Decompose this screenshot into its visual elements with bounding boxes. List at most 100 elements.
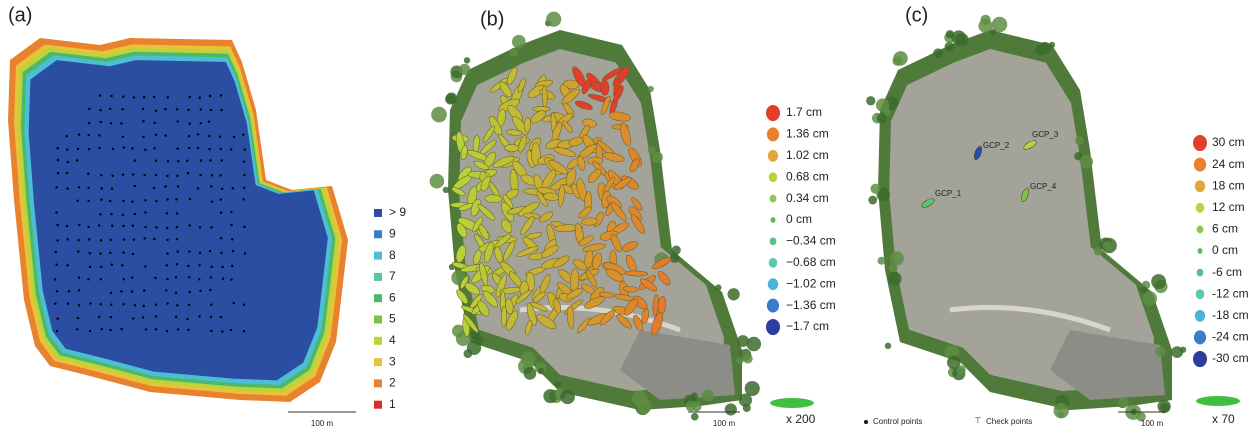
legend-swatch <box>374 316 382 324</box>
image-point <box>110 292 112 294</box>
legend-marker <box>1194 330 1206 344</box>
legend-label: −0.68 cm <box>786 255 836 269</box>
legend-label: 30 cm <box>1212 135 1245 149</box>
image-point <box>56 239 58 241</box>
image-point <box>221 188 223 190</box>
tree <box>1054 403 1069 418</box>
image-point <box>166 278 168 280</box>
image-point <box>176 212 178 214</box>
legend-label: 1.7 cm <box>786 105 822 119</box>
legend-label: 0 cm <box>1212 243 1238 257</box>
image-point <box>176 147 178 149</box>
image-point <box>109 200 111 202</box>
tree <box>691 413 699 421</box>
image-point <box>210 185 212 187</box>
image-point <box>89 252 91 254</box>
image-point <box>56 224 58 226</box>
legend-marker <box>766 105 780 121</box>
image-point <box>220 174 222 176</box>
image-point <box>87 226 89 228</box>
image-point <box>175 316 177 318</box>
legend-label: 0.68 cm <box>786 169 829 183</box>
image-point <box>220 94 222 96</box>
image-point <box>142 316 144 318</box>
image-point <box>100 266 102 268</box>
image-point <box>110 213 112 215</box>
tree <box>992 17 1007 32</box>
legend-label: 6 <box>389 290 396 304</box>
image-point <box>122 174 124 176</box>
image-point <box>142 120 144 122</box>
image-point <box>221 330 223 332</box>
image-point <box>77 239 79 241</box>
image-point <box>143 289 145 291</box>
image-point <box>164 134 166 136</box>
image-point <box>177 160 179 162</box>
image-point <box>176 108 178 110</box>
image-point <box>131 201 133 203</box>
image-point <box>230 329 232 331</box>
image-point <box>87 200 89 202</box>
image-point <box>210 276 212 278</box>
tree <box>736 357 744 365</box>
image-point <box>219 135 221 137</box>
image-point <box>110 95 112 97</box>
image-point <box>109 252 111 254</box>
tree <box>1103 241 1112 250</box>
legend-marker <box>766 319 780 335</box>
image-point <box>197 147 199 149</box>
image-point <box>122 252 124 254</box>
tree <box>632 391 648 407</box>
scale-label: 100 m <box>311 419 334 428</box>
legend-swatch <box>374 379 382 387</box>
image-point <box>55 186 57 188</box>
legend-label: 4 <box>389 333 396 347</box>
tree <box>1075 136 1084 145</box>
legend-label: 1.36 cm <box>786 127 829 141</box>
image-point <box>76 200 78 202</box>
legend-label: 9 <box>389 226 396 240</box>
legend-swatch <box>374 358 382 366</box>
image-point <box>89 302 91 304</box>
image-point <box>153 187 155 189</box>
image-point <box>112 148 114 150</box>
image-point <box>155 160 157 162</box>
panel-label: (a) <box>8 4 32 26</box>
image-point <box>175 198 177 200</box>
legend-marker <box>769 258 778 268</box>
tree <box>870 184 880 194</box>
image-point <box>221 266 223 268</box>
gcp-label: GCP_2 <box>983 141 1010 150</box>
tree <box>715 284 721 290</box>
image-point <box>78 289 80 291</box>
tree <box>888 272 902 286</box>
image-point <box>175 276 177 278</box>
image-point <box>99 213 101 215</box>
tree <box>933 48 943 58</box>
tree <box>670 253 680 263</box>
image-point <box>132 173 134 175</box>
image-point <box>88 148 90 150</box>
legend-marker <box>1195 310 1205 322</box>
image-point <box>155 134 157 136</box>
tree <box>893 51 908 66</box>
image-point <box>209 159 211 161</box>
image-point <box>122 214 124 216</box>
image-point <box>54 302 56 304</box>
legend-marker <box>767 127 779 141</box>
image-point <box>210 303 212 305</box>
image-point <box>230 224 232 226</box>
image-point <box>110 303 112 305</box>
image-point <box>199 252 201 254</box>
image-point <box>208 148 210 150</box>
legend-label: > 9 <box>389 205 406 219</box>
image-point <box>231 265 233 267</box>
legend-label: -30 cm <box>1212 351 1249 365</box>
legend-marker <box>770 195 777 203</box>
tree <box>725 403 737 415</box>
image-point <box>166 212 168 214</box>
legend-swatch <box>374 273 382 281</box>
image-point <box>111 225 113 227</box>
image-point <box>153 122 155 124</box>
legend-label: 5 <box>389 312 396 326</box>
